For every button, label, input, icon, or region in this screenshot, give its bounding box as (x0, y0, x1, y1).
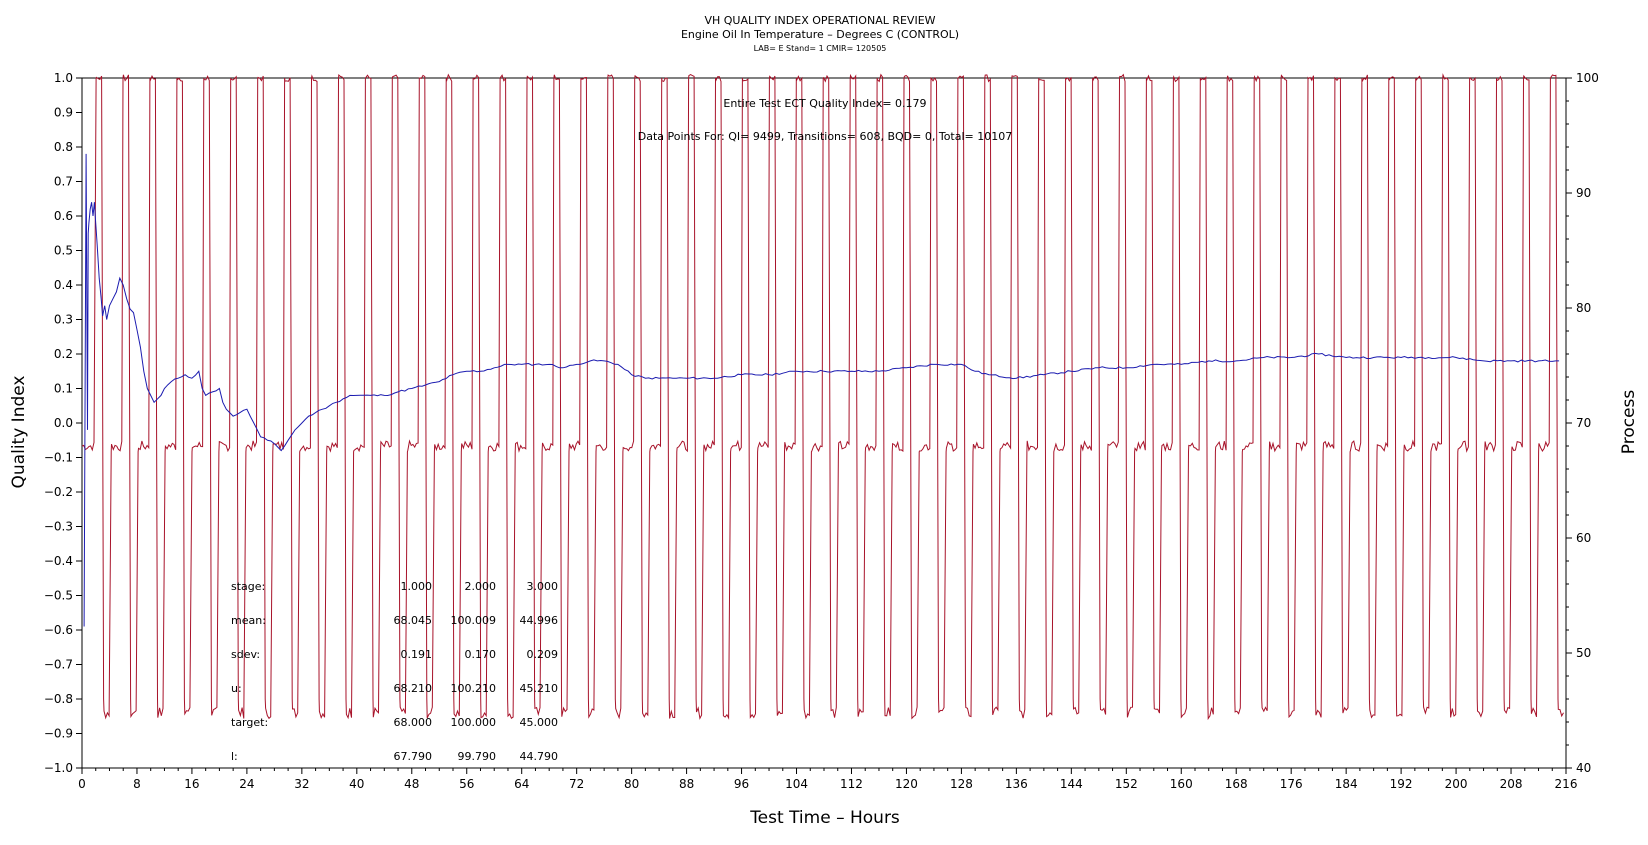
x-tick-label: 208 (1500, 777, 1523, 791)
x-tick-label: 176 (1280, 777, 1303, 791)
y2-tick-label: 70 (1576, 416, 1591, 430)
y-tick-label: −0.3 (44, 520, 73, 534)
stats-value: 99.790 (458, 750, 497, 763)
chart-subtitle-2: LAB= E Stand= 1 CMIR= 120505 (754, 44, 887, 53)
y-tick-label: −0.5 (44, 589, 73, 603)
stats-value: 67.790 (394, 750, 433, 763)
y-tick-label: −0.2 (44, 485, 73, 499)
x-tick-label: 80 (624, 777, 639, 791)
x-tick-label: 160 (1170, 777, 1193, 791)
stats-value: 44.996 (520, 614, 559, 627)
stats-row-label: target: (231, 716, 268, 729)
stats-value: 0.170 (465, 648, 497, 661)
y2-axis-label: Process (1619, 390, 1639, 455)
quality-index-series-line (83, 153, 1560, 627)
x-tick-label: 56 (459, 777, 474, 791)
chart-title: VH QUALITY INDEX OPERATIONAL REVIEW (704, 14, 935, 27)
y-tick-label: 0.3 (54, 313, 73, 327)
stats-value: 68.000 (394, 716, 433, 729)
y-tick-label: 0.1 (54, 382, 73, 396)
stats-value: 1.000 (401, 580, 433, 593)
process-series-line (81, 73, 1564, 721)
x-tick-label: 200 (1445, 777, 1468, 791)
x-tick-label: 16 (184, 777, 199, 791)
y-tick-label: 0.7 (54, 175, 73, 189)
x-tick-label: 112 (840, 777, 863, 791)
x-tick-label: 216 (1555, 777, 1578, 791)
y-tick-label: −0.8 (44, 692, 73, 706)
y-tick-label: −1.0 (44, 761, 73, 775)
stats-table: stage: 1.000 2.000 3.000 mean: 68.045 100.009 4… (231, 580, 558, 763)
x-tick-label: 168 (1225, 777, 1248, 791)
x-tick-label: 184 (1335, 777, 1358, 791)
y2-tick-label: 60 (1576, 531, 1591, 545)
stats-row-label: u: (231, 682, 242, 695)
x-tick-label: 96 (734, 777, 749, 791)
stats-value: 45.210 (520, 682, 559, 695)
y2-tick-label: 90 (1576, 186, 1591, 200)
x-tick-label: 40 (349, 777, 364, 791)
y-tick-label: 0.6 (54, 209, 73, 223)
x-tick-label: 128 (950, 777, 973, 791)
y2-tick-label: 80 (1576, 301, 1591, 315)
y-tick-label: 0.4 (54, 278, 73, 292)
y-tick-label: −0.7 (44, 658, 73, 672)
y-tick-label: −0.6 (44, 623, 73, 637)
x-tick-label: 144 (1060, 777, 1083, 791)
y-axis-label: Quality Index (9, 376, 29, 489)
stats-value: 100.000 (451, 716, 497, 729)
x-tick-label: 152 (1115, 777, 1138, 791)
y-tick-label: 0.8 (54, 140, 73, 154)
x-tick-label: 0 (78, 777, 86, 791)
data-points-annotation: Data Points For: QI= 9499, Transitions= … (638, 130, 1013, 143)
x-tick-label: 24 (239, 777, 254, 791)
stats-row-label: l: (231, 750, 238, 763)
y-tick-label: −0.4 (44, 554, 73, 568)
x-tick-label: 136 (1005, 777, 1028, 791)
y-tick-label: −0.9 (44, 727, 73, 741)
stats-value: 0.209 (527, 648, 559, 661)
stats-value: 0.191 (401, 648, 433, 661)
y2-tick-label: 40 (1576, 761, 1591, 775)
y-tick-label: 0.0 (54, 416, 73, 430)
chart-subtitle: Engine Oil In Temperature – Degrees C (C… (681, 28, 959, 41)
x-tick-label: 8 (133, 777, 141, 791)
stats-value: 68.210 (394, 682, 433, 695)
y2-tick-label: 100 (1576, 71, 1599, 85)
stats-row-label: stage: (231, 580, 265, 593)
x-tick-label: 48 (404, 777, 419, 791)
x-tick-label: 88 (679, 777, 694, 791)
stats-value: 68.045 (394, 614, 433, 627)
x-tick-label: 32 (294, 777, 309, 791)
plot-frame (81, 77, 1567, 769)
plot-area: 0 8 16 24 32 40 48 56 64 72 80 88 96 104 112 120 128 136 1… (44, 71, 1599, 791)
stats-value: 100.210 (451, 682, 497, 695)
y2-tick-label: 50 (1576, 646, 1591, 660)
stats-row-label: mean: (231, 614, 266, 627)
stats-value: 44.790 (520, 750, 559, 763)
y-tick-label: −0.1 (44, 451, 73, 465)
y-tick-label: 0.5 (54, 244, 73, 258)
stats-row-label: sdev: (231, 648, 260, 661)
x-axis-label: Test Time – Hours (749, 808, 900, 828)
stats-value: 2.000 (465, 580, 497, 593)
x-tick-label: 192 (1390, 777, 1413, 791)
x-tick-label: 72 (569, 777, 584, 791)
x-tick-label: 120 (895, 777, 918, 791)
stats-value: 3.000 (527, 580, 559, 593)
stats-value: 100.009 (451, 614, 497, 627)
y-tick-label: 0.9 (54, 106, 73, 120)
y-tick-label: 1.0 (54, 71, 73, 85)
quality-index-annotation: Entire Test ECT Quality Index= 0.179 (723, 97, 926, 110)
x-tick-label: 64 (514, 777, 529, 791)
stats-value: 45.000 (520, 716, 559, 729)
x-tick-label: 104 (785, 777, 808, 791)
y-tick-label: 0.2 (54, 347, 73, 361)
